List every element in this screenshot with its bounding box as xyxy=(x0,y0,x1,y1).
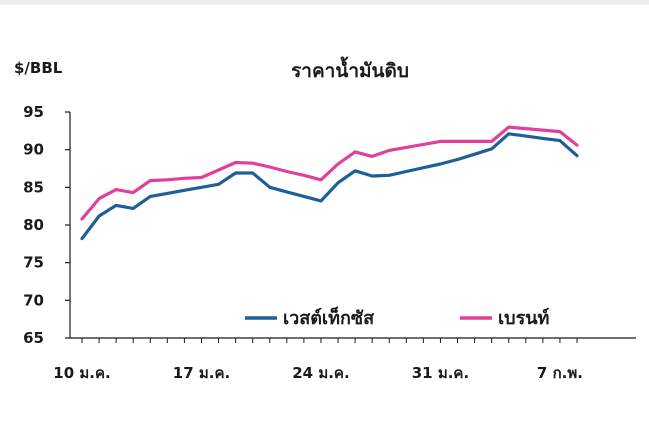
legend-label: เวสต์เท็กซัส xyxy=(283,306,375,329)
x-tick-label: 24 ม.ค. xyxy=(292,364,349,382)
series-line xyxy=(80,125,579,221)
x-tick-label: 31 ม.ค. xyxy=(412,364,469,382)
y-tick-label: 85 xyxy=(23,178,44,196)
series-line xyxy=(80,132,579,241)
x-tick-label: 17 ม.ค. xyxy=(173,364,230,382)
y-axis-ticks: 65 70 75 80 85 90 95 xyxy=(23,103,70,347)
x-tick-label: 7 ก.พ. xyxy=(537,364,583,382)
x-tick-label: 10 ม.ค. xyxy=(53,364,110,382)
y-tick-label: 95 xyxy=(23,103,44,121)
chart-title: ราคาน้ำมันดิบ xyxy=(291,56,409,82)
y-tick-label: 75 xyxy=(23,254,44,272)
x-axis-ticks: 10 ม.ค. 17 ม.ค. 24 ม.ค. 31 ม.ค. 7 ก.พ. xyxy=(53,338,583,382)
legend: เวสต์เท็กซัส เบรนท์ xyxy=(245,306,549,329)
y-unit-label: $/BBL xyxy=(14,59,63,77)
y-tick-label: 90 xyxy=(23,141,44,159)
series-lines xyxy=(80,125,579,241)
y-tick-label: 65 xyxy=(23,329,44,347)
legend-label: เบรนท์ xyxy=(498,307,549,329)
y-tick-label: 70 xyxy=(23,291,44,309)
axes xyxy=(69,112,636,339)
y-tick-label: 80 xyxy=(23,216,44,234)
top-border xyxy=(0,0,649,5)
